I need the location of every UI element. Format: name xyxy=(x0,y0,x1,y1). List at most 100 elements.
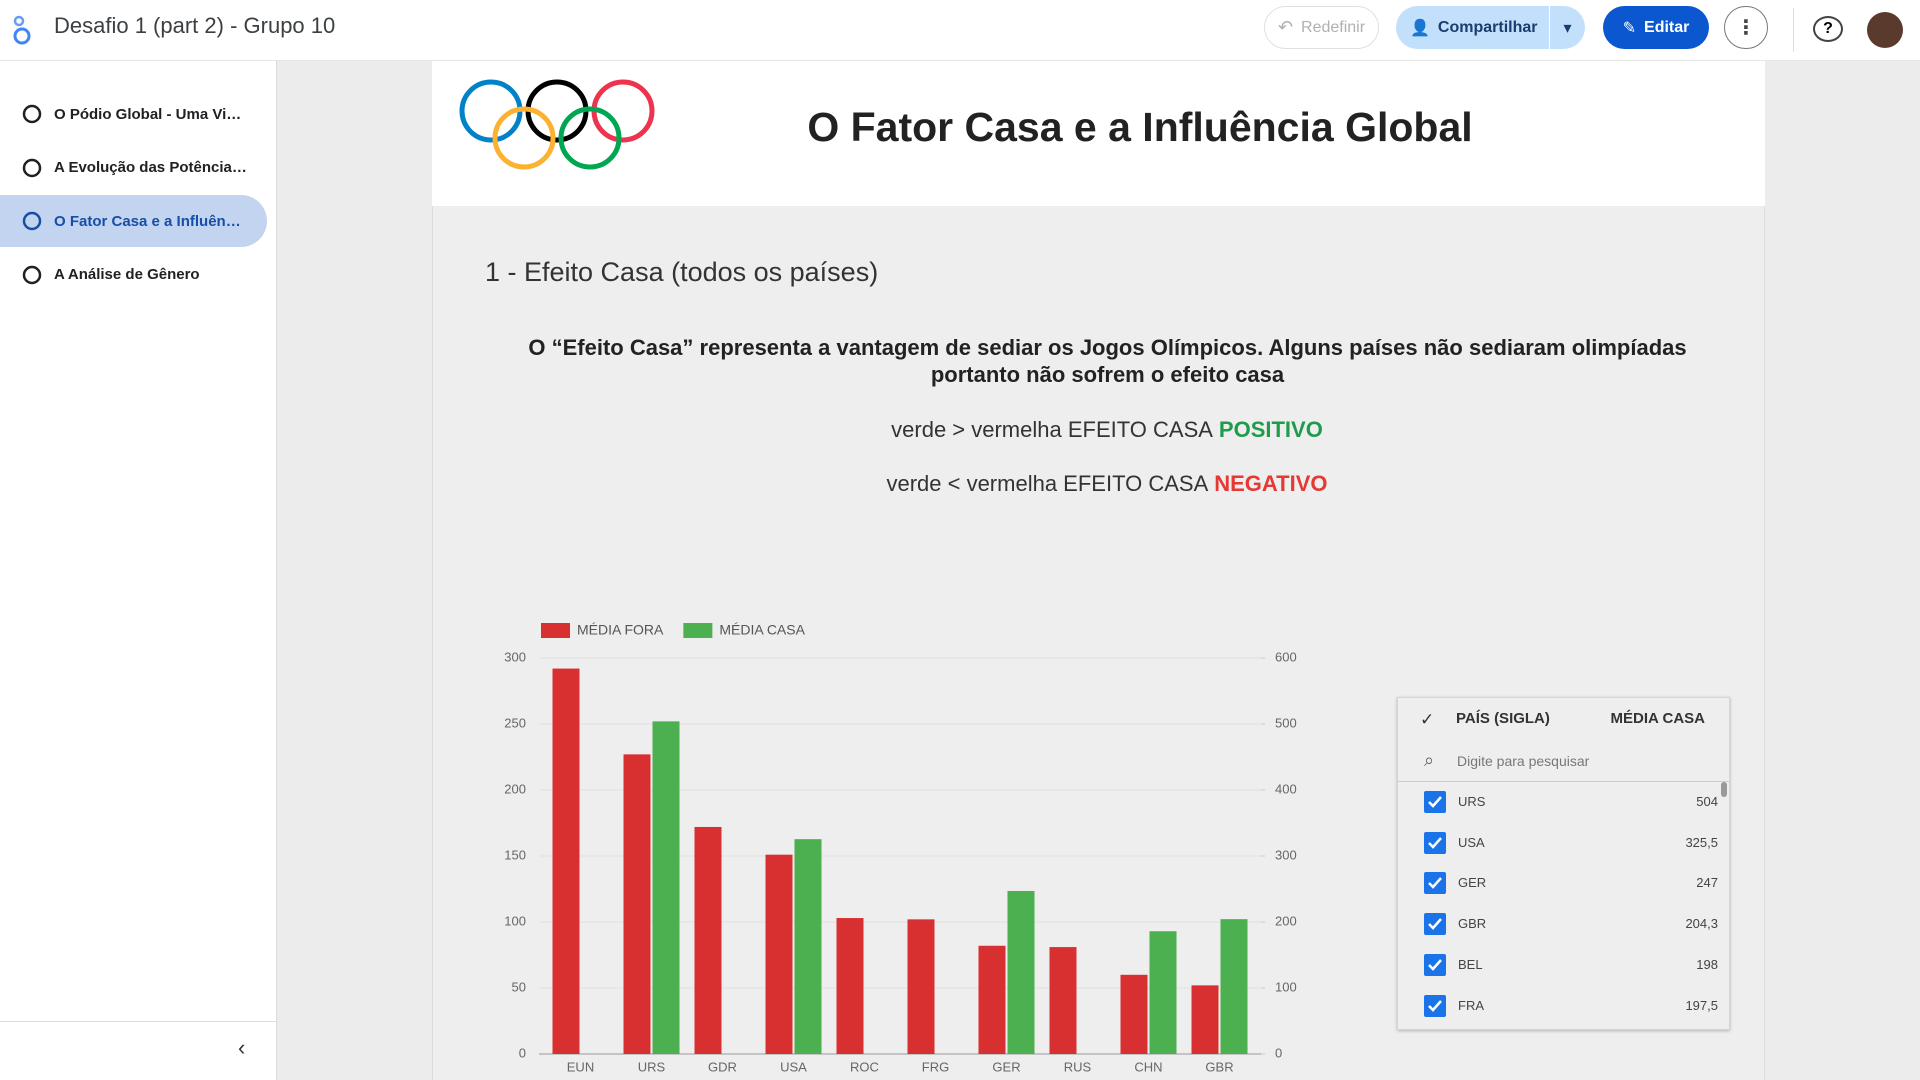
nav-icon xyxy=(22,158,42,177)
report-header xyxy=(432,61,1765,206)
y2-tick-label: 0 xyxy=(1275,1045,1282,1060)
country-code: FRA xyxy=(1458,997,1484,1013)
nav-item[interactable]: O Pódio Global - Uma Vi… xyxy=(0,88,267,140)
share-label: Compartilhar xyxy=(1437,18,1538,36)
ring xyxy=(492,106,556,170)
value-cell: 247 xyxy=(1696,875,1718,891)
divider xyxy=(1398,781,1729,782)
reset-label: Redefinir xyxy=(1301,18,1366,36)
nav-label: A Evolução das Potência… xyxy=(54,159,247,176)
edit-button[interactable]: ✎ Editar xyxy=(1603,6,1709,49)
reset-button[interactable]: ↶ Redefinir xyxy=(1264,6,1379,49)
bar xyxy=(694,826,722,1054)
bar xyxy=(1149,931,1177,1054)
table-row: URS 504 xyxy=(1398,782,1718,822)
y-tick-label: 0 xyxy=(519,1045,526,1060)
table-row: GER 247 xyxy=(1398,863,1718,903)
table-row: BEL 198 xyxy=(1398,945,1718,985)
x-tick-label: URS xyxy=(638,1059,666,1074)
country-code: URS xyxy=(1458,794,1486,809)
checkbox[interactable] xyxy=(1424,872,1446,895)
country-code: BEL xyxy=(1458,956,1483,972)
checkbox[interactable] xyxy=(1424,831,1446,854)
y2-tick-label: 500 xyxy=(1275,715,1297,730)
check-mark xyxy=(1428,836,1442,849)
y2-tick-label: 100 xyxy=(1275,979,1297,994)
value-cell: 198 xyxy=(1696,956,1718,972)
checkbox[interactable] xyxy=(1424,994,1446,1017)
nav-icon xyxy=(22,265,42,284)
value-cell: 325,5 xyxy=(1685,834,1718,850)
table-row: USA 325,5 xyxy=(1398,823,1718,863)
collapse-button[interactable]: ‹ xyxy=(238,1035,246,1060)
report-title: O Fator Casa e a Influência Global xyxy=(807,104,1473,150)
bar xyxy=(552,668,580,1054)
y2-tick-label: 200 xyxy=(1275,913,1297,928)
table-widget: ✓ PAÍS (SIGLA) MÉDIA CASA ⌕ Digite para … xyxy=(1397,697,1730,1030)
sidebar: O Pódio Global - Uma Vi… A Evolução das P… xyxy=(0,61,277,1080)
check-icon[interactable]: ✓ xyxy=(1420,710,1435,729)
x-tick-label: EUN xyxy=(567,1059,594,1074)
bar xyxy=(978,945,1006,1054)
search-input[interactable]: Digite para pesquisar xyxy=(1457,753,1590,769)
top-bar: Desafio 1 (part 2) - Grupo 10 ↶ Redefinir… xyxy=(0,0,1920,61)
value-cell: 204,3 xyxy=(1685,916,1718,932)
more-button[interactable]: ⋮ xyxy=(1724,6,1768,49)
checkbox[interactable] xyxy=(1424,913,1446,936)
avatar[interactable] xyxy=(1867,12,1903,48)
rule: verde < vermelha EFEITO CASA NEGATIVO xyxy=(800,471,1414,497)
check-mark xyxy=(1428,918,1442,930)
legend-swatch xyxy=(541,623,570,638)
bar xyxy=(652,721,680,1054)
checkbox[interactable] xyxy=(1424,953,1446,976)
value-cell: 197,5 xyxy=(1685,997,1718,1013)
column-header[interactable]: PAÍS (SIGLA) xyxy=(1456,710,1550,727)
table-row: FRA 197,5 xyxy=(1398,986,1718,1026)
nav-icon xyxy=(22,104,42,124)
help-button[interactable]: ? xyxy=(1813,16,1843,42)
y-tick-label: 100 xyxy=(504,913,526,928)
check-mark xyxy=(1428,999,1442,1012)
ring xyxy=(558,106,622,170)
country-code: USA xyxy=(1458,834,1485,850)
divider xyxy=(0,1021,276,1022)
check-mark xyxy=(1428,958,1442,971)
checkbox[interactable] xyxy=(1424,791,1446,813)
legend-label: MÉDIA FORA xyxy=(577,622,664,638)
bar xyxy=(1049,947,1077,1054)
bar xyxy=(623,754,651,1054)
x-tick-label: GER xyxy=(992,1059,1020,1074)
country-code: GBR xyxy=(1458,916,1487,932)
rule-text: verde > vermelha EFEITO CASA xyxy=(891,417,1213,442)
legend-swatch xyxy=(683,623,713,638)
scrollbar[interactable] xyxy=(1721,782,1727,797)
x-tick-label: USA xyxy=(780,1059,807,1074)
y-tick-label: 50 xyxy=(512,979,526,994)
nav-item[interactable]: O Fator Casa e a Influên… xyxy=(0,195,267,247)
bar xyxy=(765,854,793,1054)
bar xyxy=(1120,974,1148,1054)
y-tick-label: 250 xyxy=(504,715,526,730)
y-tick-label: 150 xyxy=(504,847,526,862)
bar xyxy=(1220,919,1248,1054)
column-header[interactable]: MÉDIA CASA xyxy=(1610,710,1705,727)
nav-item[interactable]: A Evolução das Potência… xyxy=(0,142,267,194)
nav-item[interactable]: A Análise de Gênero xyxy=(0,249,267,301)
y2-tick-label: 600 xyxy=(1275,649,1297,664)
edit-label: Editar xyxy=(1644,18,1690,36)
description: O “Efeito Casa” representa a vantagem de… xyxy=(528,335,1687,387)
rule-highlight: POSITIVO xyxy=(1218,417,1323,442)
logo xyxy=(13,15,31,45)
rule-highlight: NEGATIVO xyxy=(1214,471,1328,496)
section-title: 1 - Efeito Casa (todos os países) xyxy=(485,257,879,287)
rule: verde > vermelha EFEITO CASA POSITIVO xyxy=(800,417,1414,443)
x-tick-label: FRG xyxy=(922,1059,949,1074)
y2-tick-label: 400 xyxy=(1275,781,1297,796)
check-mark xyxy=(1428,796,1442,808)
share-button[interactable]: 👤 Compartilhar ▾ xyxy=(1396,6,1585,49)
x-tick-label: GDR xyxy=(708,1059,737,1074)
search-icon: ⌕ xyxy=(1424,750,1435,770)
y2-tick-label: 300 xyxy=(1275,847,1297,862)
olympic-rings xyxy=(459,79,655,170)
nav-icon xyxy=(22,211,42,231)
